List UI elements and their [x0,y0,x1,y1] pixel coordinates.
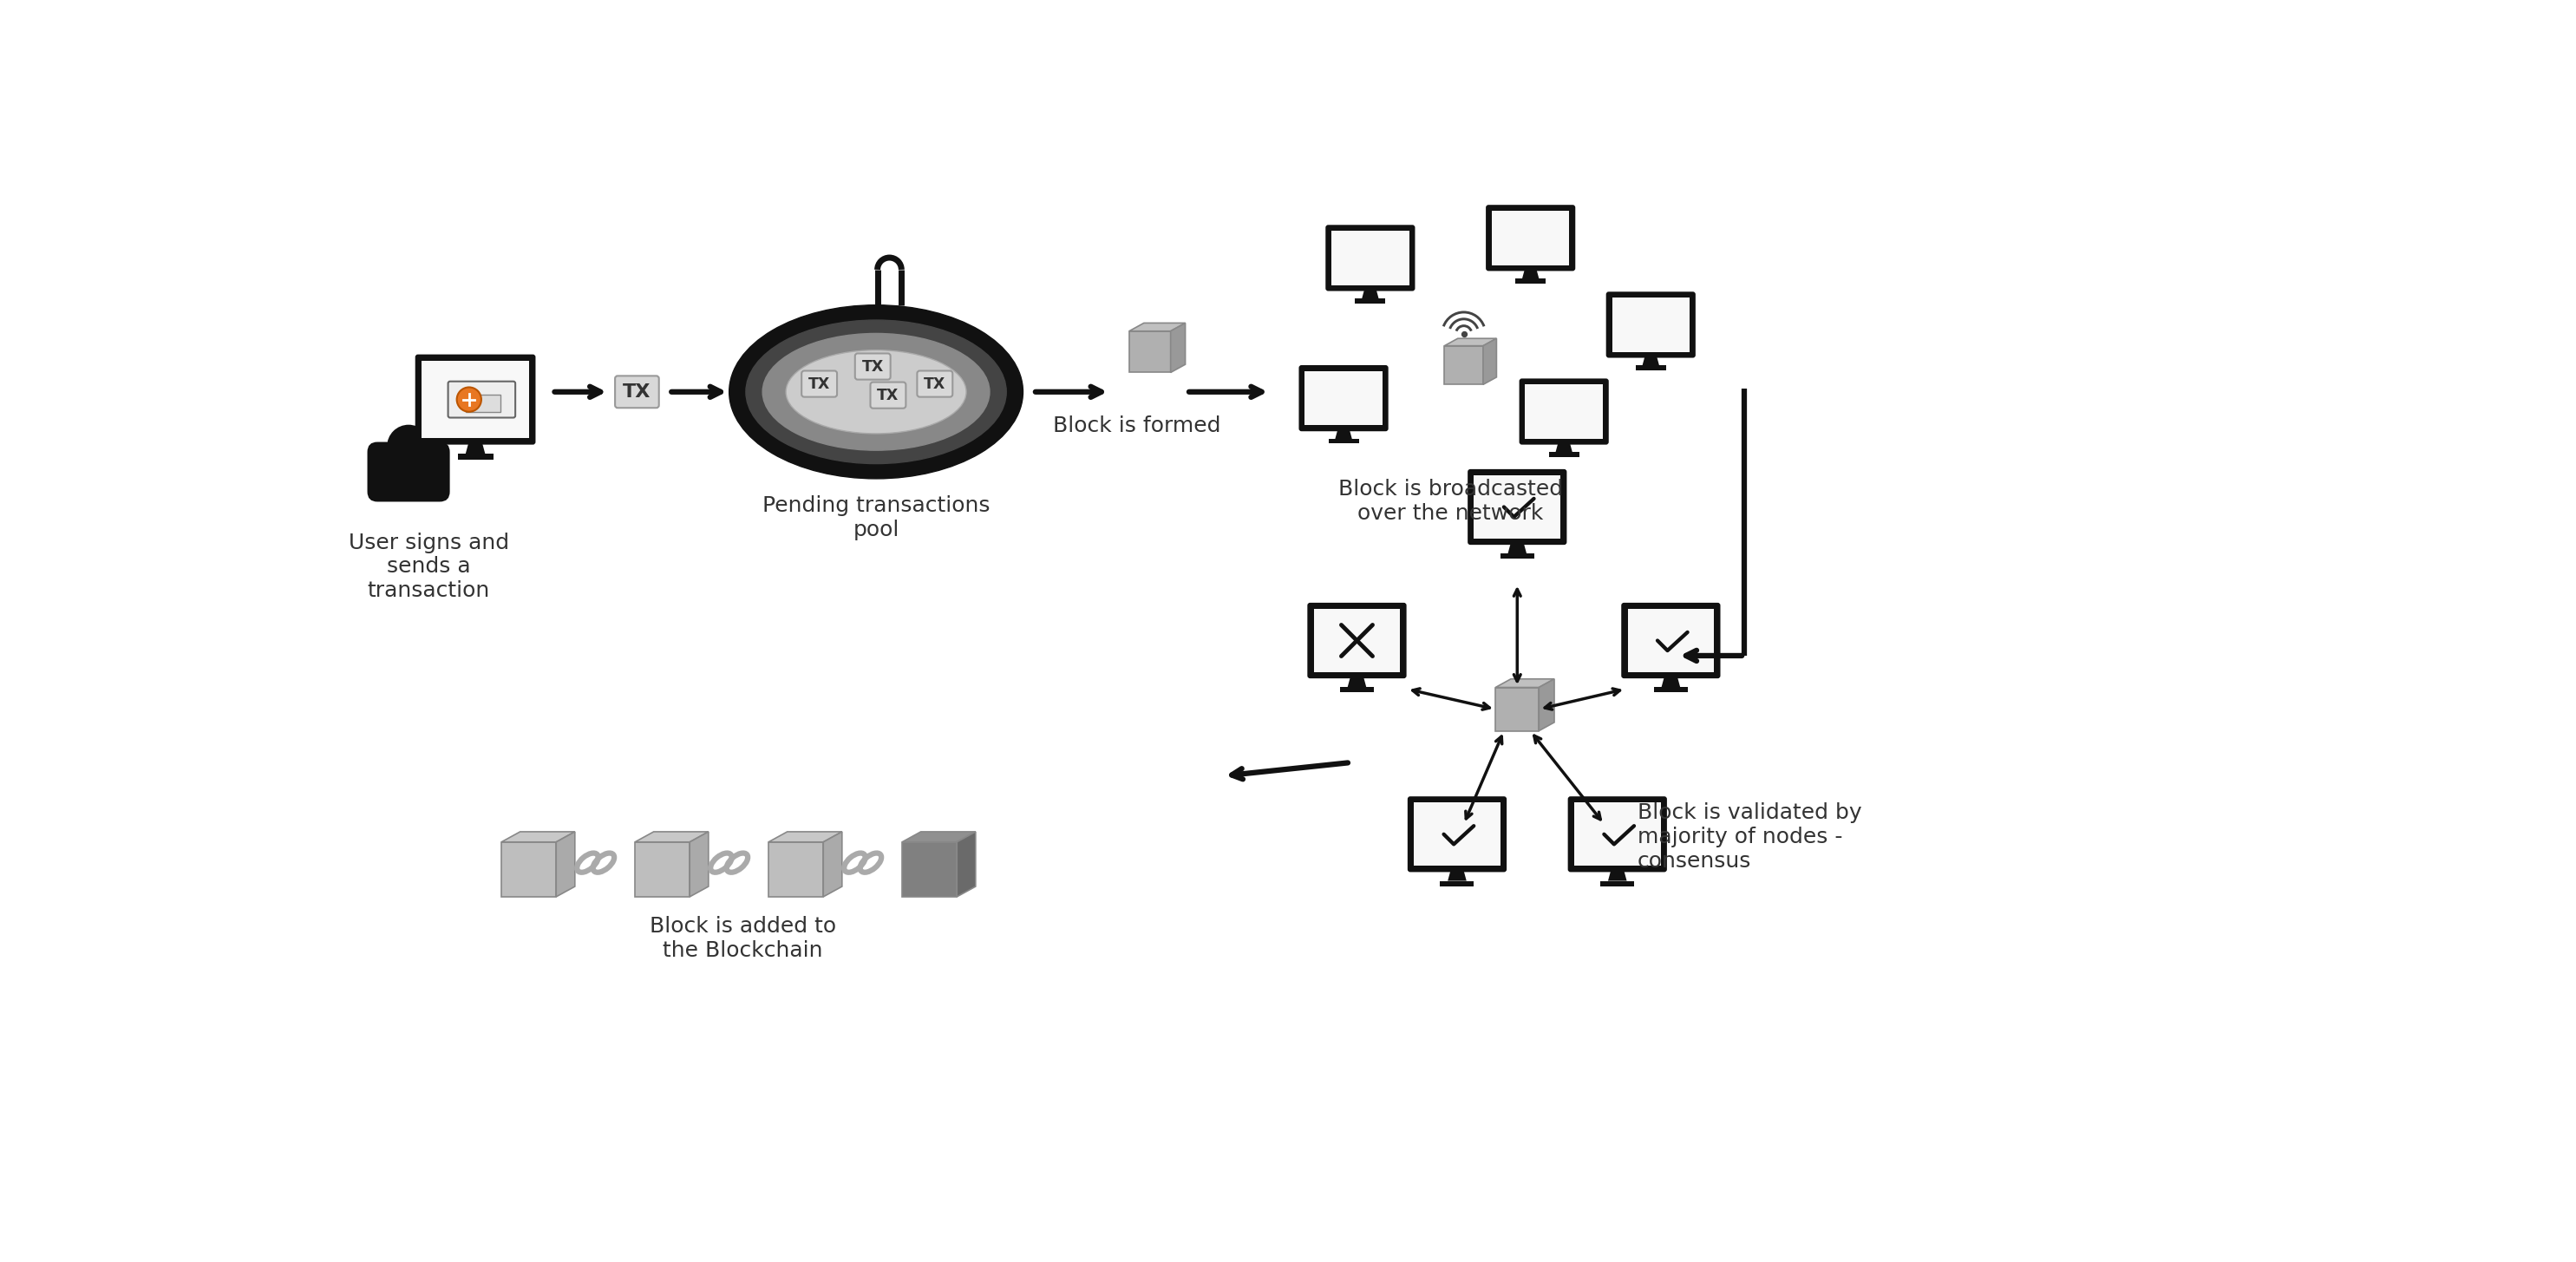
Bar [1355,299,1386,303]
Text: TX: TX [925,376,945,391]
Text: TX: TX [623,384,652,400]
FancyBboxPatch shape [448,381,515,418]
FancyBboxPatch shape [855,353,891,380]
Ellipse shape [729,305,1023,478]
Polygon shape [466,395,500,413]
Bar [1440,881,1473,886]
Bar [1600,881,1633,886]
Polygon shape [1347,675,1365,688]
Text: User signs and
sends a
transaction: User signs and sends a transaction [348,533,510,601]
Polygon shape [1643,355,1659,366]
Polygon shape [1445,346,1484,385]
FancyBboxPatch shape [1605,292,1695,358]
Polygon shape [1497,688,1538,731]
Polygon shape [1334,429,1352,439]
Polygon shape [466,442,484,454]
FancyBboxPatch shape [1309,603,1406,679]
FancyBboxPatch shape [1520,379,1607,444]
Bar [1332,231,1409,285]
FancyBboxPatch shape [1468,469,1566,545]
Polygon shape [1448,870,1466,881]
FancyBboxPatch shape [917,371,953,398]
Bar [422,361,528,438]
Bar [1628,610,1713,673]
FancyBboxPatch shape [368,442,451,502]
Bar [1654,688,1687,693]
Polygon shape [902,832,976,842]
Bar [1306,371,1383,425]
Polygon shape [502,842,556,897]
Bar [1499,554,1535,559]
Bar [1548,452,1579,457]
FancyBboxPatch shape [1298,365,1388,432]
Bar [1574,803,1662,866]
Polygon shape [1522,269,1538,279]
Bar [1329,439,1358,443]
Polygon shape [1128,331,1170,372]
FancyBboxPatch shape [1327,225,1414,292]
Polygon shape [1607,870,1628,881]
Bar [1515,279,1546,283]
Bar [1525,385,1602,439]
Polygon shape [768,842,824,897]
Bar [1492,211,1569,265]
Polygon shape [1507,543,1528,554]
Circle shape [456,387,482,411]
Polygon shape [502,832,574,842]
Polygon shape [1170,323,1185,372]
FancyBboxPatch shape [801,371,837,398]
Polygon shape [690,832,708,897]
Ellipse shape [786,350,966,434]
Polygon shape [1484,338,1497,385]
Bar [1314,610,1401,673]
Bar [1340,688,1373,693]
Polygon shape [902,842,956,897]
Circle shape [386,425,430,468]
FancyBboxPatch shape [415,355,536,444]
FancyBboxPatch shape [1486,204,1577,271]
Ellipse shape [747,321,1007,463]
Text: TX: TX [878,387,899,403]
Polygon shape [556,832,574,897]
Text: Block is broadcasted
over the network: Block is broadcasted over the network [1337,478,1564,524]
Text: TX: TX [863,358,884,375]
Polygon shape [1662,675,1680,688]
Text: Block is validated by
majority of nodes -
consensus: Block is validated by majority of nodes … [1638,803,1862,872]
Bar [459,454,492,459]
Polygon shape [1445,338,1497,346]
Text: TX: TX [809,376,829,391]
Bar [1636,366,1667,370]
Polygon shape [1556,442,1571,452]
Polygon shape [1497,679,1553,688]
Ellipse shape [762,333,989,451]
Text: Block is added to
the Blockchain: Block is added to the Blockchain [649,916,835,962]
Polygon shape [636,832,708,842]
Polygon shape [768,832,842,842]
Polygon shape [1538,679,1553,731]
Polygon shape [1363,288,1378,299]
Polygon shape [956,832,976,897]
Bar [1613,298,1690,352]
Text: Block is formed: Block is formed [1054,415,1221,437]
FancyBboxPatch shape [1406,796,1507,872]
Polygon shape [1128,323,1185,331]
Bar [1414,803,1499,866]
FancyBboxPatch shape [1620,603,1721,679]
FancyBboxPatch shape [616,376,659,408]
FancyBboxPatch shape [1569,796,1667,872]
Bar [1473,476,1561,539]
FancyBboxPatch shape [871,382,907,409]
Polygon shape [636,842,690,897]
Text: Pending transactions
pool: Pending transactions pool [762,496,989,540]
Polygon shape [824,832,842,897]
